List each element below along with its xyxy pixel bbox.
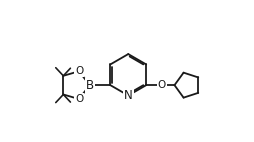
- Text: O: O: [75, 94, 83, 104]
- Text: B: B: [86, 79, 94, 92]
- Text: O: O: [75, 66, 83, 76]
- Text: N: N: [124, 89, 133, 102]
- Text: O: O: [158, 80, 166, 90]
